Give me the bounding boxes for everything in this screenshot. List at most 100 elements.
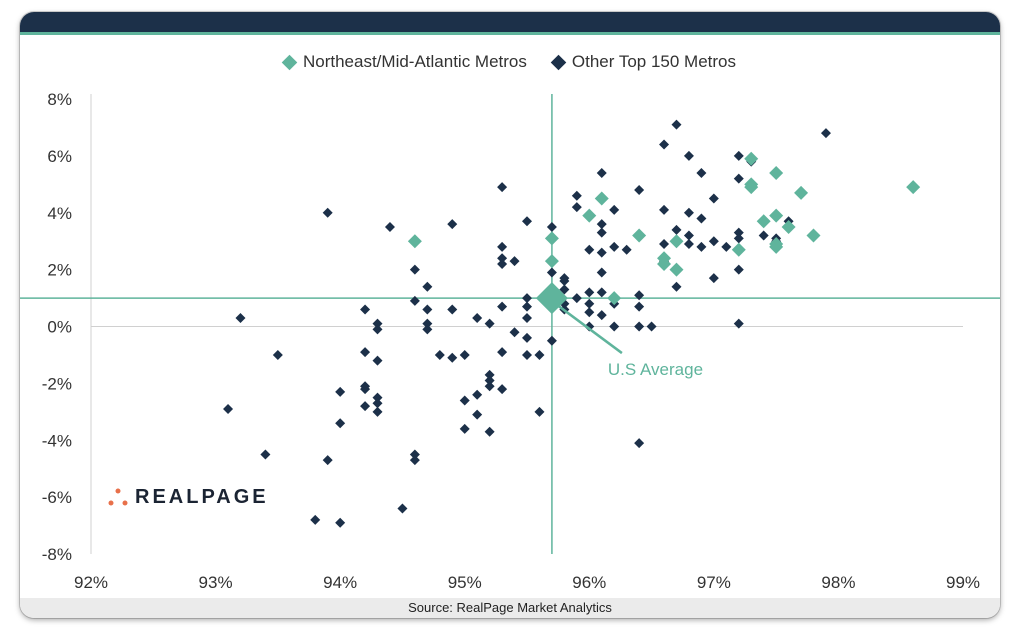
point-northeast-metro: [657, 256, 672, 271]
annotation-leader-line: [555, 303, 623, 355]
point-northeast-metro: [781, 219, 796, 234]
point-other-metro: [646, 321, 657, 332]
legend-item-northeast: Northeast/Mid-Atlantic Metros: [281, 52, 527, 72]
point-other-metro: [609, 204, 620, 215]
us-average-label: U.S Average: [608, 360, 703, 379]
point-other-metro: [596, 310, 607, 321]
point-other-metro: [671, 119, 682, 130]
point-other-metro: [696, 167, 707, 178]
point-other-metro: [584, 307, 595, 318]
point-other-metro: [596, 219, 607, 230]
point-other-metro: [322, 207, 333, 218]
point-other-metro: [733, 150, 744, 161]
point-other-metro: [223, 403, 234, 414]
point-other-metro: [484, 375, 495, 386]
x-tick-label: 96%: [572, 573, 606, 592]
point-northeast-metro: [544, 231, 559, 246]
point-other-metro: [360, 401, 371, 412]
x-tick-label: 92%: [74, 573, 108, 592]
point-northeast-metro: [669, 262, 684, 277]
point-other-metro: [372, 398, 383, 409]
point-other-metro: [596, 267, 607, 278]
logo-text: REALPAGE: [135, 486, 269, 508]
x-tick-label: 98%: [821, 573, 855, 592]
point-other-metro: [522, 293, 532, 304]
point-other-metro: [497, 182, 508, 193]
legend-item-other: Other Top 150 Metros: [550, 52, 736, 72]
point-other-metro: [497, 347, 508, 358]
point-other-metro: [522, 301, 532, 312]
legend-label-other: Other Top 150 Metros: [571, 52, 736, 71]
point-other-metro: [484, 369, 495, 380]
us-average-marker: [535, 282, 568, 315]
point-northeast-metro: [806, 228, 821, 243]
x-tick-label: 94%: [323, 573, 357, 592]
point-other-metro: [409, 264, 420, 275]
point-other-metro: [372, 406, 383, 417]
point-other-metro: [708, 236, 719, 247]
point-other-metro: [272, 349, 283, 360]
point-other-metro: [683, 239, 694, 250]
point-other-metro: [584, 244, 595, 255]
point-other-metro: [733, 227, 744, 238]
point-other-metro: [696, 241, 707, 252]
point-northeast-metro: [769, 165, 784, 180]
point-northeast-metro: [632, 228, 647, 243]
point-other-metro: [372, 355, 383, 366]
point-other-metro: [484, 426, 495, 437]
point-other-metro: [609, 321, 620, 332]
point-other-metro: [671, 224, 682, 235]
point-northeast-metro: [407, 234, 422, 249]
point-other-metro: [584, 298, 595, 309]
point-other-metro: [384, 221, 395, 232]
point-other-metro: [522, 216, 532, 227]
point-other-metro: [360, 304, 371, 315]
point-other-metro: [447, 304, 458, 315]
point-other-metro: [409, 455, 420, 466]
y-tick-label: 0%: [47, 318, 72, 337]
point-other-metro: [733, 173, 744, 184]
point-other-metro: [596, 247, 607, 258]
legend: Northeast/Mid-Atlantic Metros Other Top …: [20, 52, 1000, 72]
point-other-metro: [733, 264, 744, 275]
point-other-metro: [820, 128, 831, 139]
point-other-metro: [758, 230, 769, 241]
y-tick-label: 2%: [47, 261, 72, 280]
point-other-metro: [584, 321, 595, 332]
x-tick-label: 99%: [946, 573, 980, 592]
point-other-metro: [634, 438, 645, 449]
y-tick-label: -6%: [42, 488, 72, 507]
point-other-metro: [596, 227, 607, 238]
point-other-metro: [683, 230, 694, 241]
point-northeast-metro: [607, 291, 622, 306]
realpage-logo: REALPAGE: [107, 486, 269, 509]
point-other-metro: [733, 318, 744, 329]
point-other-metro: [434, 349, 445, 360]
point-other-metro: [571, 293, 582, 304]
point-northeast-metro: [594, 191, 609, 206]
point-northeast-metro: [744, 151, 759, 166]
point-northeast-metro: [906, 180, 921, 195]
point-other-metro: [372, 324, 383, 335]
point-other-metro: [621, 244, 632, 255]
point-other-metro: [708, 273, 719, 284]
point-other-metro: [497, 241, 508, 252]
point-other-metro: [409, 449, 420, 460]
point-other-metro: [422, 324, 433, 335]
point-other-metro: [522, 312, 532, 323]
point-other-metro: [671, 281, 682, 292]
source-footer: Source: RealPage Market Analytics: [20, 598, 1000, 618]
point-other-metro: [634, 290, 645, 301]
point-other-metro: [335, 386, 346, 397]
point-other-metro: [472, 312, 483, 323]
y-tick-label: -8%: [42, 545, 72, 564]
point-other-metro: [372, 318, 383, 329]
point-other-metro: [683, 150, 694, 161]
point-other-metro: [596, 167, 607, 178]
point-northeast-metro: [769, 208, 784, 223]
point-other-metro: [422, 281, 433, 292]
point-other-metro: [534, 406, 545, 417]
point-other-metro: [546, 335, 557, 346]
point-other-metro: [497, 301, 508, 312]
